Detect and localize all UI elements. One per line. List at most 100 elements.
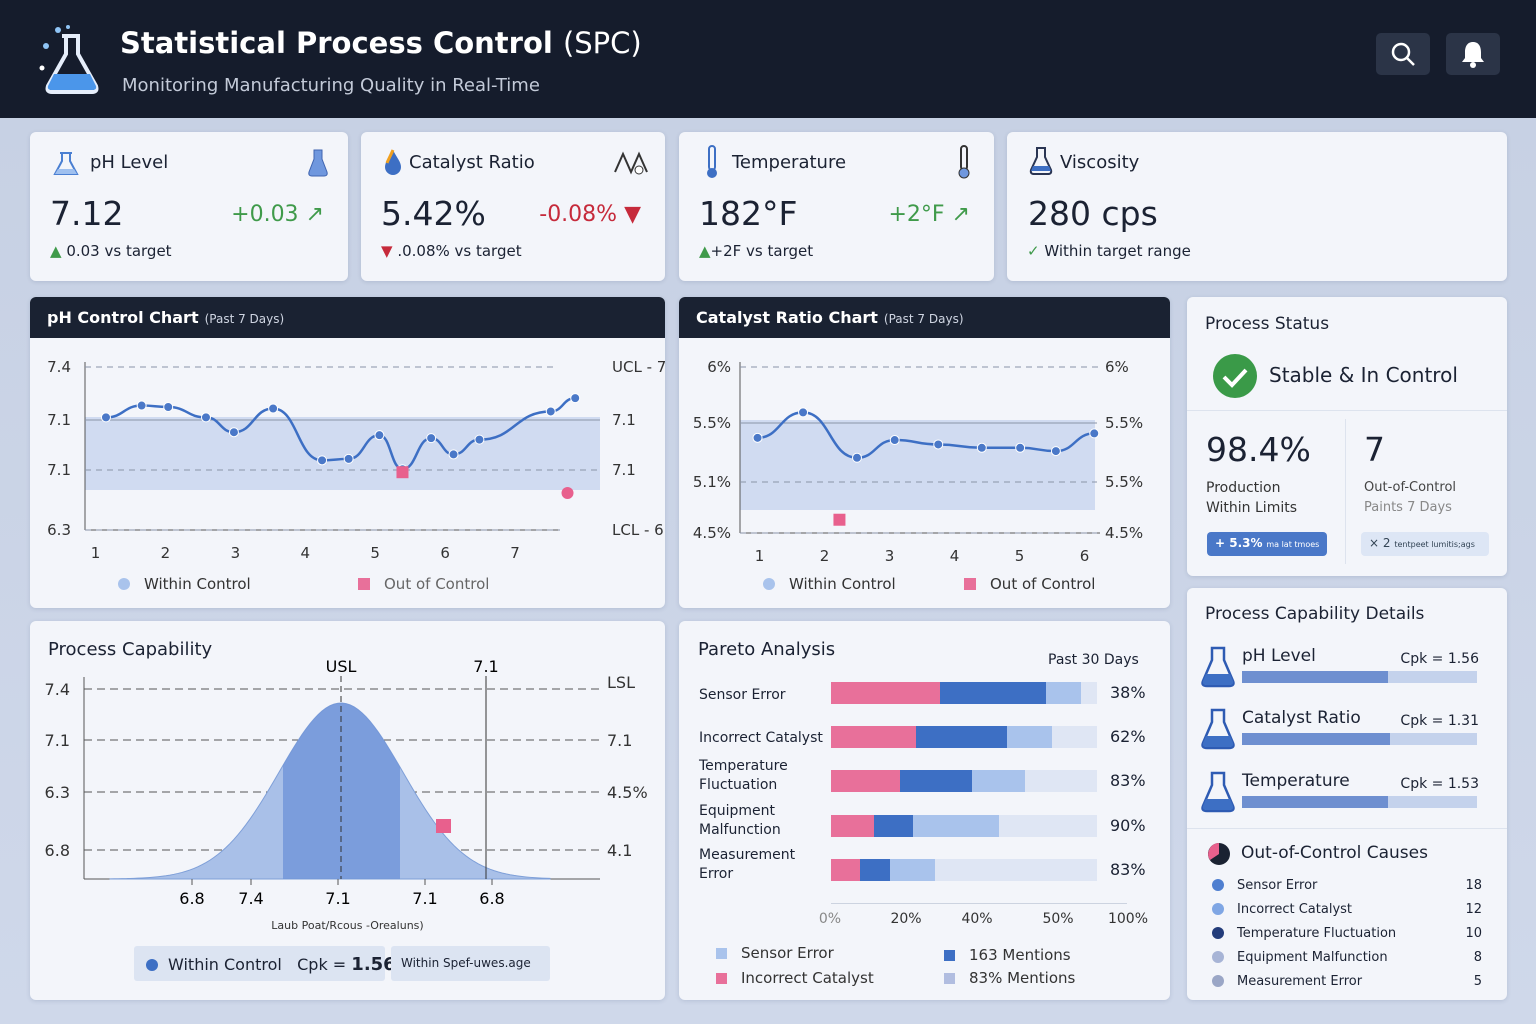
y-tick-label-right: LSL <box>607 673 635 692</box>
x-tick-label: 5 <box>1015 547 1025 565</box>
data-point <box>100 412 111 423</box>
y-tick-label: 6.8 <box>45 841 70 860</box>
pareto-value-label: 62% <box>1110 727 1146 746</box>
x-tick-label: 7.1 <box>412 889 437 908</box>
data-point <box>317 455 328 466</box>
process-status-card: Process Status Stable & In Control 98.4%… <box>1187 297 1507 576</box>
cause-label: Measurement Error <box>1237 974 1363 989</box>
metric-label: Out-of-Control Paints 7 Days <box>1364 480 1457 515</box>
y-tick-label: 5.1% <box>693 473 731 491</box>
kpi-value: 280 cps <box>1028 194 1158 233</box>
x-tick-label: 3 <box>231 544 241 562</box>
flask-icon <box>308 149 328 177</box>
pie-chart-icon <box>1208 843 1230 865</box>
data-point <box>448 449 459 460</box>
search-button[interactable] <box>1376 33 1430 75</box>
capability-item-label: Catalyst Ratio <box>1242 708 1361 728</box>
arrow-up-right-icon: ↗ <box>305 202 324 227</box>
card-title: Pareto Analysis <box>698 639 836 660</box>
x-tick-label: 2 <box>161 544 171 562</box>
y-tick-label-right: 4.5% <box>607 783 648 802</box>
legend-within: Within Control <box>763 575 896 593</box>
legend-out: Out of Control <box>358 575 489 593</box>
x-tick-label: 40% <box>961 911 993 927</box>
app-header: Statistical Process Control (SPC) Monito… <box>0 0 1536 118</box>
pareto-value-label: 38% <box>1110 683 1146 702</box>
x-tick-label: 7.4 <box>238 889 263 908</box>
x-tick-label: 6.8 <box>179 889 204 908</box>
y-tick-label-right: UCL - 7.4 <box>612 358 665 376</box>
cause-label: Incorrect Catalyst <box>1237 902 1353 917</box>
capability-details-card: Process Capability Details pH Level Cpk … <box>1187 588 1507 1000</box>
process-capability-chart: 7.4 LSL 7.1 7.1 6.3 4.5% 6.8 4.1 USL 7.1 6.8 7.4 7.1… <box>45 657 648 908</box>
flask-icon <box>1201 708 1235 750</box>
data-point <box>374 430 385 441</box>
flask-icon <box>1029 147 1053 175</box>
capability-bar-fill <box>1242 671 1388 683</box>
kpi-label: Temperature <box>732 152 847 173</box>
x-axis-label: Laub Poat/Rcous -Orealuns) <box>271 919 424 932</box>
y-tick-label: 7.4 <box>47 358 71 376</box>
chart-header: pH Control Chart (Past 7 Days) <box>30 297 665 338</box>
legend-within: Within Control <box>118 575 251 593</box>
pareto-value-label: 83% <box>1110 860 1146 879</box>
ph-control-chart-card: pH Control Chart (Past 7 Days) 7.4 UCL - 7… <box>30 297 665 608</box>
data-point <box>976 442 987 453</box>
legend-swatch <box>716 948 727 959</box>
spec-label: 7.1 <box>473 657 498 676</box>
x-tick-label: 1 <box>91 544 101 562</box>
period-label: Past 30 Days <box>1048 652 1139 668</box>
y-tick-label: 4.5% <box>693 524 731 542</box>
chart-header: Catalyst Ratio Chart (Past 7 Days) <box>679 297 1170 338</box>
flask-icon <box>1201 771 1235 813</box>
pareto-category-label: Temperature Fluctuation <box>699 758 788 793</box>
legend-out: Out of Control <box>964 575 1095 593</box>
pareto-bar-segment <box>971 770 1026 792</box>
legend-item: Sensor Error <box>716 944 834 962</box>
y-tick-label: 7.4 <box>45 680 70 699</box>
data-point <box>1089 428 1100 439</box>
notifications-button[interactable] <box>1446 33 1500 75</box>
cause-count: 18 <box>1465 878 1482 893</box>
kpi-value: 182°F <box>699 194 798 233</box>
cause-dot-icon <box>1212 879 1224 891</box>
circle-marker-icon <box>118 578 130 590</box>
pareto-category-label: Incorrect Catalyst <box>699 730 823 746</box>
legend-item: 163 Mentions <box>944 946 1071 964</box>
pareto-bar-segment <box>916 726 1007 748</box>
spec-note: Within Spef-uwes.age <box>391 946 550 981</box>
check-circle-icon <box>1213 354 1257 398</box>
app-subtitle: Monitoring Manufacturing Quality in Real… <box>122 75 540 96</box>
cpk-value: Cpk = 1.56 <box>1400 651 1479 667</box>
capability-item-label: pH Level <box>1242 646 1316 666</box>
pareto-bar-segment <box>889 859 935 881</box>
cause-count: 10 <box>1465 926 1482 941</box>
kpi-label: pH Level <box>90 152 169 173</box>
flask-logo-icon <box>39 25 99 94</box>
y-tick-label: 7.1 <box>47 411 71 429</box>
y-tick-label: 5.5% <box>693 414 731 432</box>
x-tick-label: 4 <box>950 547 960 565</box>
production-within-limits-value: 98.4% <box>1206 430 1311 469</box>
pareto-bar <box>831 859 1097 881</box>
cause-dot-icon <box>1212 975 1224 987</box>
data-point <box>889 435 900 446</box>
pareto-bar-segment <box>913 815 999 837</box>
data-point <box>1015 442 1026 453</box>
capability-bar <box>1242 733 1477 745</box>
data-point <box>1050 446 1061 457</box>
data-point <box>798 407 809 418</box>
cause-dot-icon <box>1212 951 1224 963</box>
y-tick-label-right: 4.1 <box>607 841 632 860</box>
data-point <box>752 432 763 443</box>
data-point <box>228 427 239 438</box>
x-tick-label: 6.8 <box>479 889 504 908</box>
capability-bar <box>1242 671 1477 683</box>
pareto-category-label: Equipment Malfunction <box>699 803 781 838</box>
triangle-down-icon: ▼ <box>624 202 641 227</box>
process-capability-card: Process Capability 7.4 LSL 7.1 7.1 6.3 4.5% 6.… <box>30 621 665 1000</box>
y-tick-label-right: 5.5% <box>1105 414 1143 432</box>
legend-swatch <box>944 950 955 961</box>
data-point <box>474 434 485 445</box>
cause-count: 8 <box>1473 950 1482 965</box>
